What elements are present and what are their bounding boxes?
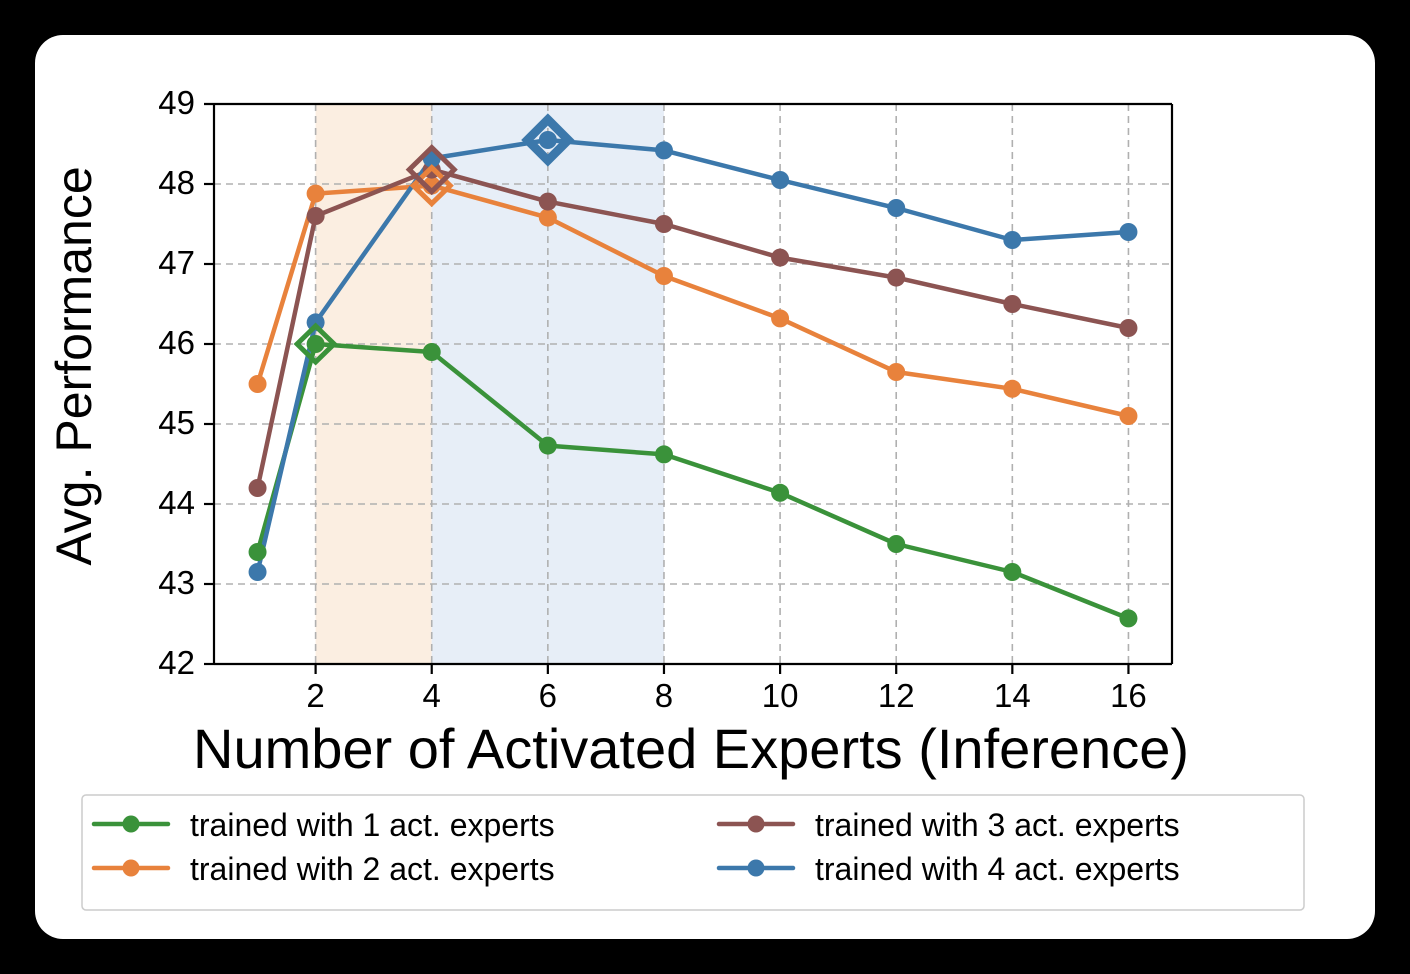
- svg-text:trained with 2 act. experts: trained with 2 act. experts: [190, 851, 555, 887]
- svg-text:12: 12: [878, 677, 915, 714]
- svg-text:43: 43: [158, 564, 195, 601]
- svg-text:14: 14: [994, 677, 1031, 714]
- svg-text:trained with 3 act. experts: trained with 3 act. experts: [815, 807, 1180, 843]
- svg-text:49: 49: [158, 84, 195, 121]
- svg-text:48: 48: [158, 164, 195, 201]
- svg-text:Avg. Performance: Avg. Performance: [46, 166, 102, 565]
- svg-text:8: 8: [655, 677, 673, 714]
- svg-text:4: 4: [423, 677, 441, 714]
- svg-text:trained with 1 act. experts: trained with 1 act. experts: [190, 807, 555, 843]
- svg-text:47: 47: [158, 244, 195, 281]
- svg-text:10: 10: [762, 677, 799, 714]
- svg-text:2: 2: [306, 677, 324, 714]
- svg-text:42: 42: [158, 644, 195, 681]
- svg-text:16: 16: [1110, 677, 1147, 714]
- svg-text:45: 45: [158, 404, 195, 441]
- svg-text:6: 6: [539, 677, 557, 714]
- svg-text:Number of Activated Experts (I: Number of Activated Experts (Inference): [193, 717, 1189, 780]
- svg-text:46: 46: [158, 324, 195, 361]
- svg-text:44: 44: [158, 484, 195, 521]
- svg-text:trained with 4 act. experts: trained with 4 act. experts: [815, 851, 1180, 887]
